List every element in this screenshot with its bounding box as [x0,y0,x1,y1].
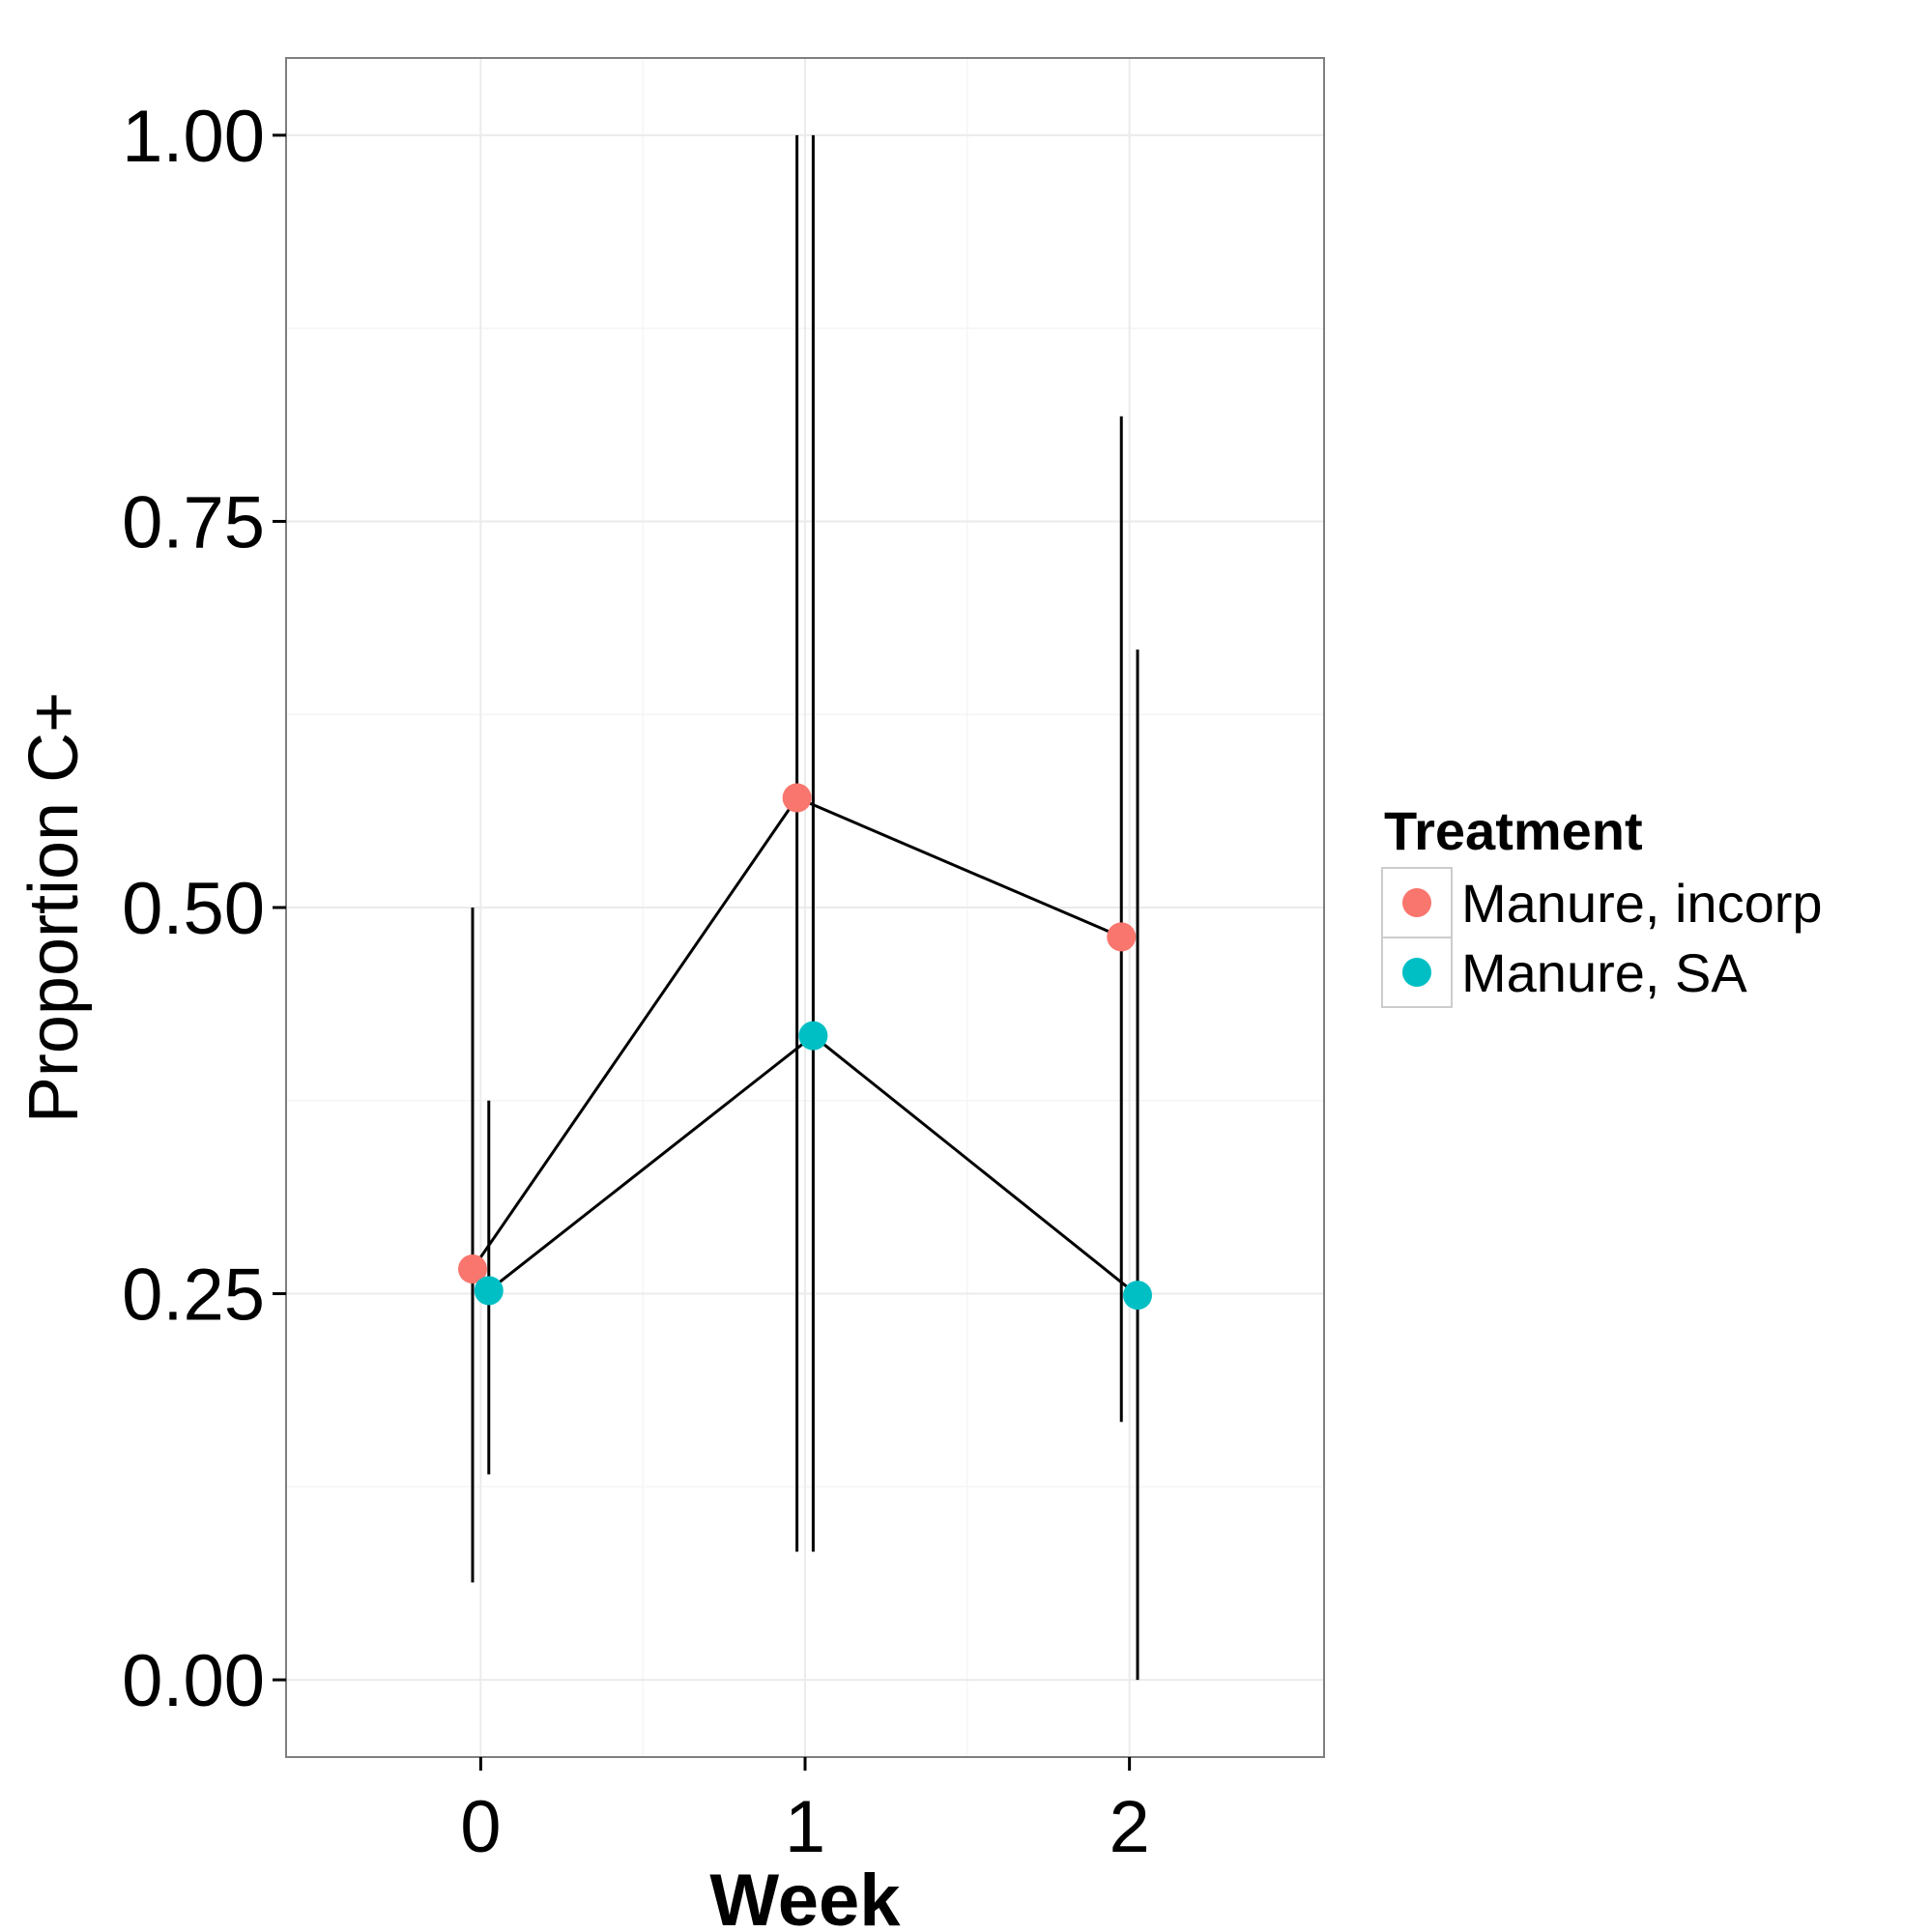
x-tick-label: 1 [785,1786,825,1868]
legend: Treatment Manure, incorp Manure, SA [1381,800,1823,1008]
x-axis-title: Week [709,1860,901,1932]
x-tick-label: 0 [460,1786,501,1868]
data-point [474,1276,504,1306]
y-tick-label: 0.00 [122,1640,265,1722]
data-point [798,1021,828,1051]
legend-items: Manure, incorp Manure, SA [1381,867,1823,1008]
data-point [1107,922,1137,952]
data-point [782,783,812,813]
y-tick-label: 1.00 [122,96,265,178]
data-point [1123,1281,1153,1311]
y-tick-label: 0.75 [122,481,265,563]
y-tick-label: 0.25 [122,1254,265,1337]
grid-lines [286,58,1324,1757]
legend-title: Treatment [1384,800,1643,861]
y-tick-label: 0.50 [122,868,265,950]
y-axis-title: Proportion C+ [15,692,93,1123]
error-bars [471,134,1139,1681]
legend-label: Manure, SA [1461,942,1747,1003]
y-axis: 0.00 0.25 0.50 0.75 1.00 [122,96,286,1722]
x-axis: 0 1 2 [460,1757,1150,1868]
legend-label: Manure, incorp [1461,873,1823,934]
legend-key-point [1402,958,1431,987]
data-point [457,1254,487,1283]
data-points [457,783,1153,1311]
legend-key-point [1402,888,1431,917]
x-tick-label: 2 [1109,1786,1149,1868]
